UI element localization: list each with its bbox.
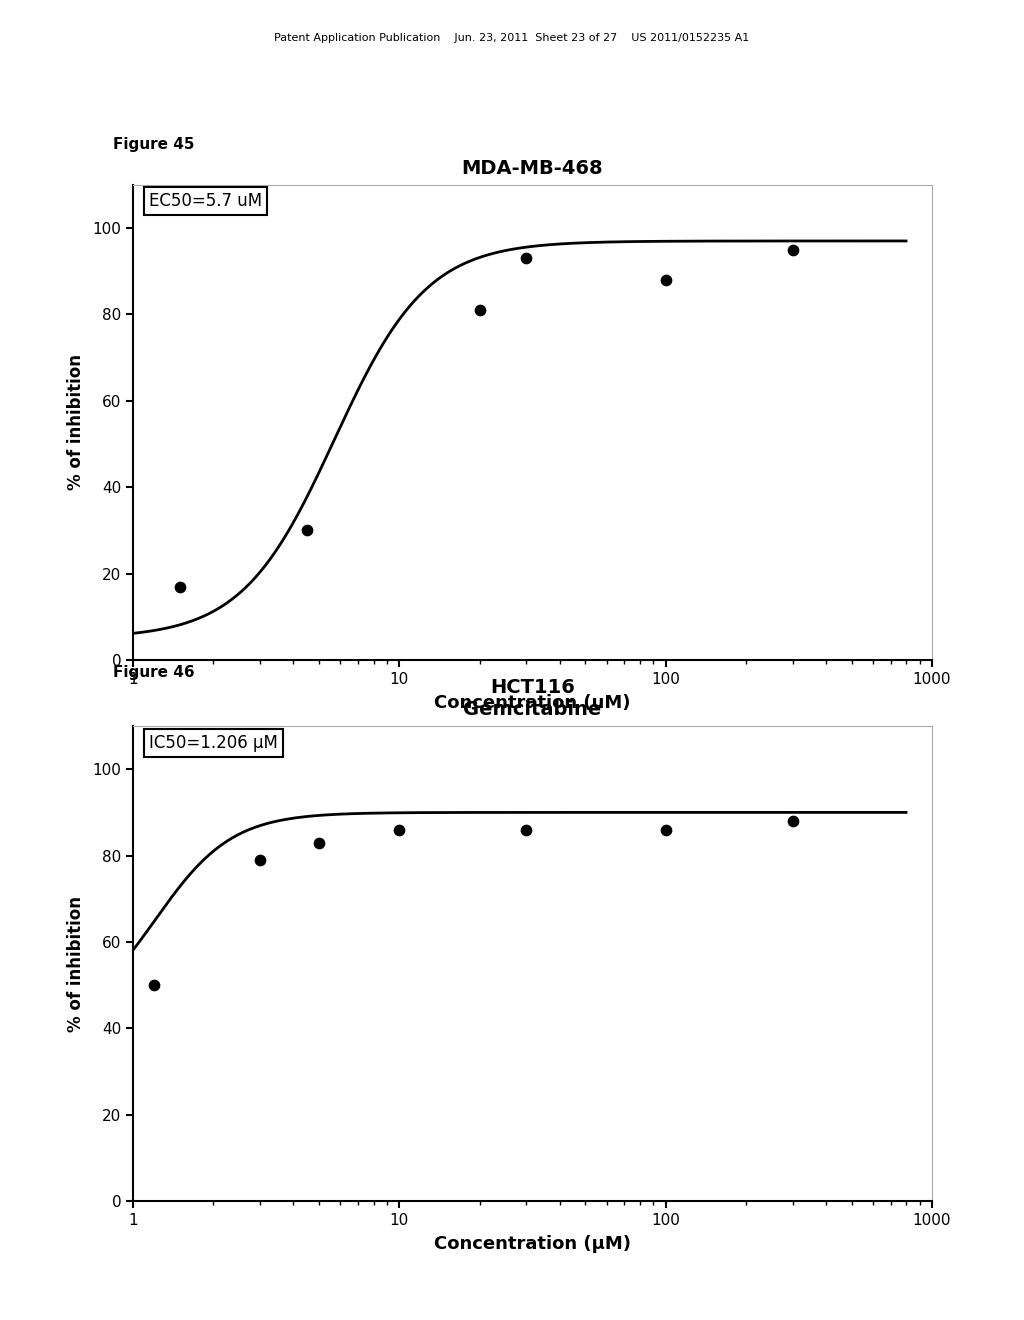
Point [172, 576, 188, 597]
Point [471, 300, 487, 321]
Point [146, 974, 163, 995]
Point [784, 810, 801, 832]
Text: Patent Application Publication    Jun. 23, 2011  Sheet 23 of 27    US 2011/01522: Patent Application Publication Jun. 23, … [274, 33, 750, 44]
Y-axis label: % of inhibition: % of inhibition [68, 895, 85, 1032]
Text: IC50=1.206 μM: IC50=1.206 μM [150, 734, 279, 751]
Text: Figure 46: Figure 46 [113, 665, 195, 680]
Title: HCT116
Gemcitabine: HCT116 Gemcitabine [463, 678, 602, 719]
Point [391, 820, 408, 841]
Text: Figure 45: Figure 45 [113, 137, 195, 152]
X-axis label: Concentration (μM): Concentration (μM) [434, 1236, 631, 1253]
Point [299, 520, 315, 541]
Title: MDA-MB-468: MDA-MB-468 [462, 158, 603, 178]
Y-axis label: % of inhibition: % of inhibition [68, 354, 85, 491]
Point [518, 248, 535, 269]
Point [252, 849, 268, 870]
Point [311, 832, 328, 853]
Point [657, 269, 674, 290]
Text: EC50=5.7 uM: EC50=5.7 uM [150, 193, 262, 210]
X-axis label: Concentration (uM): Concentration (uM) [434, 694, 631, 711]
Point [518, 820, 535, 841]
Point [784, 239, 801, 260]
Point [657, 820, 674, 841]
